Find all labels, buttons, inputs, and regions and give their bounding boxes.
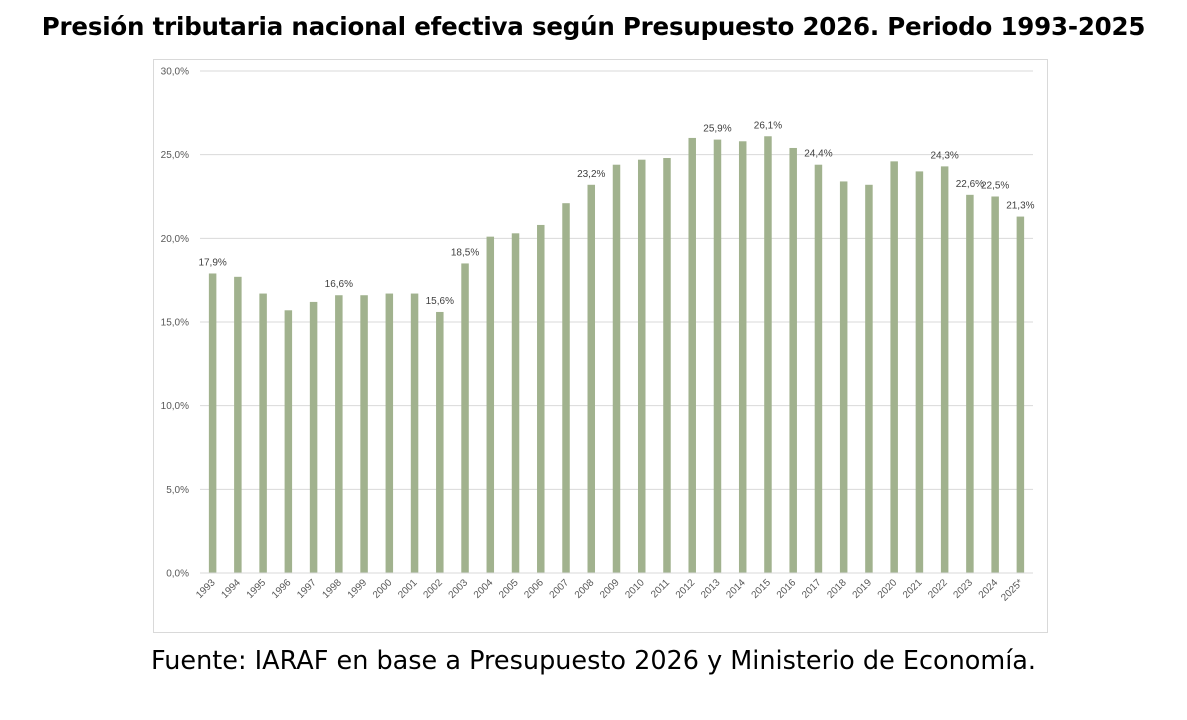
bar-2017 <box>814 164 823 573</box>
x-tick-label: 1996 <box>270 577 294 601</box>
x-tick-label: 2018 <box>825 577 849 601</box>
x-tick-label: 2023 <box>952 577 976 601</box>
y-tick-label: 25,0% <box>161 150 189 161</box>
data-label: 18,5% <box>451 247 479 258</box>
x-tick-label: 2000 <box>371 577 395 601</box>
bar-2001 <box>410 293 419 573</box>
bar-2007 <box>562 203 570 573</box>
x-tick-label: 2010 <box>623 577 647 601</box>
x-tick-label: 2007 <box>548 577 572 601</box>
data-label: 15,6% <box>426 296 454 307</box>
data-labels: 17,9% 16,6% 15,6% 18,5% 23,2% 25,9% 26,1% 24,4%… <box>198 120 1034 307</box>
x-tick-label: 2011 <box>649 577 672 600</box>
data-label: 26,1% <box>754 120 782 131</box>
y-tick-label: 10,0% <box>161 401 189 412</box>
data-label: 24,3% <box>930 150 958 161</box>
bar-2021 <box>915 171 924 573</box>
x-tick-label: 2014 <box>724 577 748 601</box>
bar-1993 <box>208 273 217 573</box>
x-tick-label: 2013 <box>699 577 723 601</box>
y-tick-label: 15,0% <box>161 318 189 329</box>
x-tick-label: 2015 <box>750 577 774 601</box>
bar-2019 <box>865 184 873 573</box>
x-tick-label: 2002 <box>421 577 445 601</box>
bar-2024 <box>991 196 999 573</box>
data-label: 25,9% <box>703 124 731 135</box>
y-tick-label: 30,0% <box>161 67 189 78</box>
x-tick-label: 2022 <box>926 577 950 601</box>
bar-2015 <box>764 136 772 573</box>
x-tick-label: 2004 <box>472 577 496 601</box>
data-label: 22,5% <box>981 181 1009 192</box>
bar-1995 <box>259 293 267 573</box>
bar-2012 <box>688 137 696 573</box>
x-tick-label: 1997 <box>295 577 319 601</box>
y-tick-label: 20,0% <box>161 234 189 245</box>
bar-2005 <box>511 233 520 573</box>
bar-2014 <box>738 141 747 573</box>
bar-2023 <box>966 194 974 573</box>
data-label: 16,6% <box>325 279 353 290</box>
bar-2013 <box>713 139 722 573</box>
data-label: 22,6% <box>956 179 984 190</box>
bar-1997 <box>309 301 318 573</box>
x-tick-label: 2003 <box>447 577 471 601</box>
bar-2003 <box>461 263 469 573</box>
x-tick-label: 2017 <box>800 577 824 601</box>
data-label: 23,2% <box>577 169 605 180</box>
bar-1994 <box>234 276 242 573</box>
x-tick-label: 2020 <box>876 577 900 601</box>
x-axis-ticks: 1993 1994 1995 1996 1997 1998 1999 2000 2001 2002… <box>194 577 1025 604</box>
x-tick-label: 1998 <box>320 577 344 601</box>
bar-2016 <box>789 147 797 573</box>
x-tick-label: 2009 <box>598 577 622 601</box>
data-label: 21,3% <box>1006 201 1034 212</box>
bar-2008 <box>587 184 596 573</box>
y-axis-ticks: 0,0% 5,0% 10,0% 15,0% 20,0% 25,0% 30,0% <box>161 67 189 580</box>
bar-2025 <box>1016 216 1025 573</box>
data-label: 24,4% <box>804 149 832 160</box>
x-tick-label: 1995 <box>245 577 269 601</box>
bar-1996 <box>284 310 293 573</box>
x-tick-label: 2006 <box>522 577 546 601</box>
y-tick-label: 5,0% <box>166 485 189 496</box>
bar-2000 <box>385 293 394 573</box>
bar-2020 <box>890 161 898 574</box>
bar-2004 <box>486 236 495 573</box>
bar-1998 <box>335 295 343 573</box>
bar-2022 <box>940 166 949 573</box>
bar-2002 <box>436 311 444 573</box>
x-tick-label: 2001 <box>396 577 420 601</box>
x-tick-label: 2008 <box>573 577 597 601</box>
x-tick-label: 2016 <box>775 577 799 601</box>
bar-2009 <box>612 164 621 573</box>
bar-2018 <box>839 181 848 573</box>
bar-1999 <box>360 295 368 573</box>
x-tick-label: 1994 <box>219 577 243 601</box>
x-tick-label: 2012 <box>674 577 698 601</box>
data-label: 17,9% <box>198 257 226 268</box>
x-tick-label: 1993 <box>194 577 218 601</box>
x-tick-label: 2005 <box>497 577 521 601</box>
x-tick-label: 1999 <box>346 577 370 601</box>
x-tick-label: 2024 <box>977 577 1001 601</box>
chart-title: Presión tributaria nacional efectiva seg… <box>41 12 1146 41</box>
x-tick-label: 2019 <box>851 577 875 601</box>
bar-2011 <box>663 158 671 573</box>
x-tick-label: 2025* <box>999 577 1025 603</box>
x-tick-label: 2021 <box>901 577 925 601</box>
bars <box>208 136 1025 574</box>
source-footer: Fuente: IARAF en base a Presupuesto 2026… <box>150 646 1037 676</box>
bar-2010 <box>637 159 646 574</box>
bar-2006 <box>537 224 545 574</box>
y-tick-label: 0,0% <box>166 569 189 580</box>
